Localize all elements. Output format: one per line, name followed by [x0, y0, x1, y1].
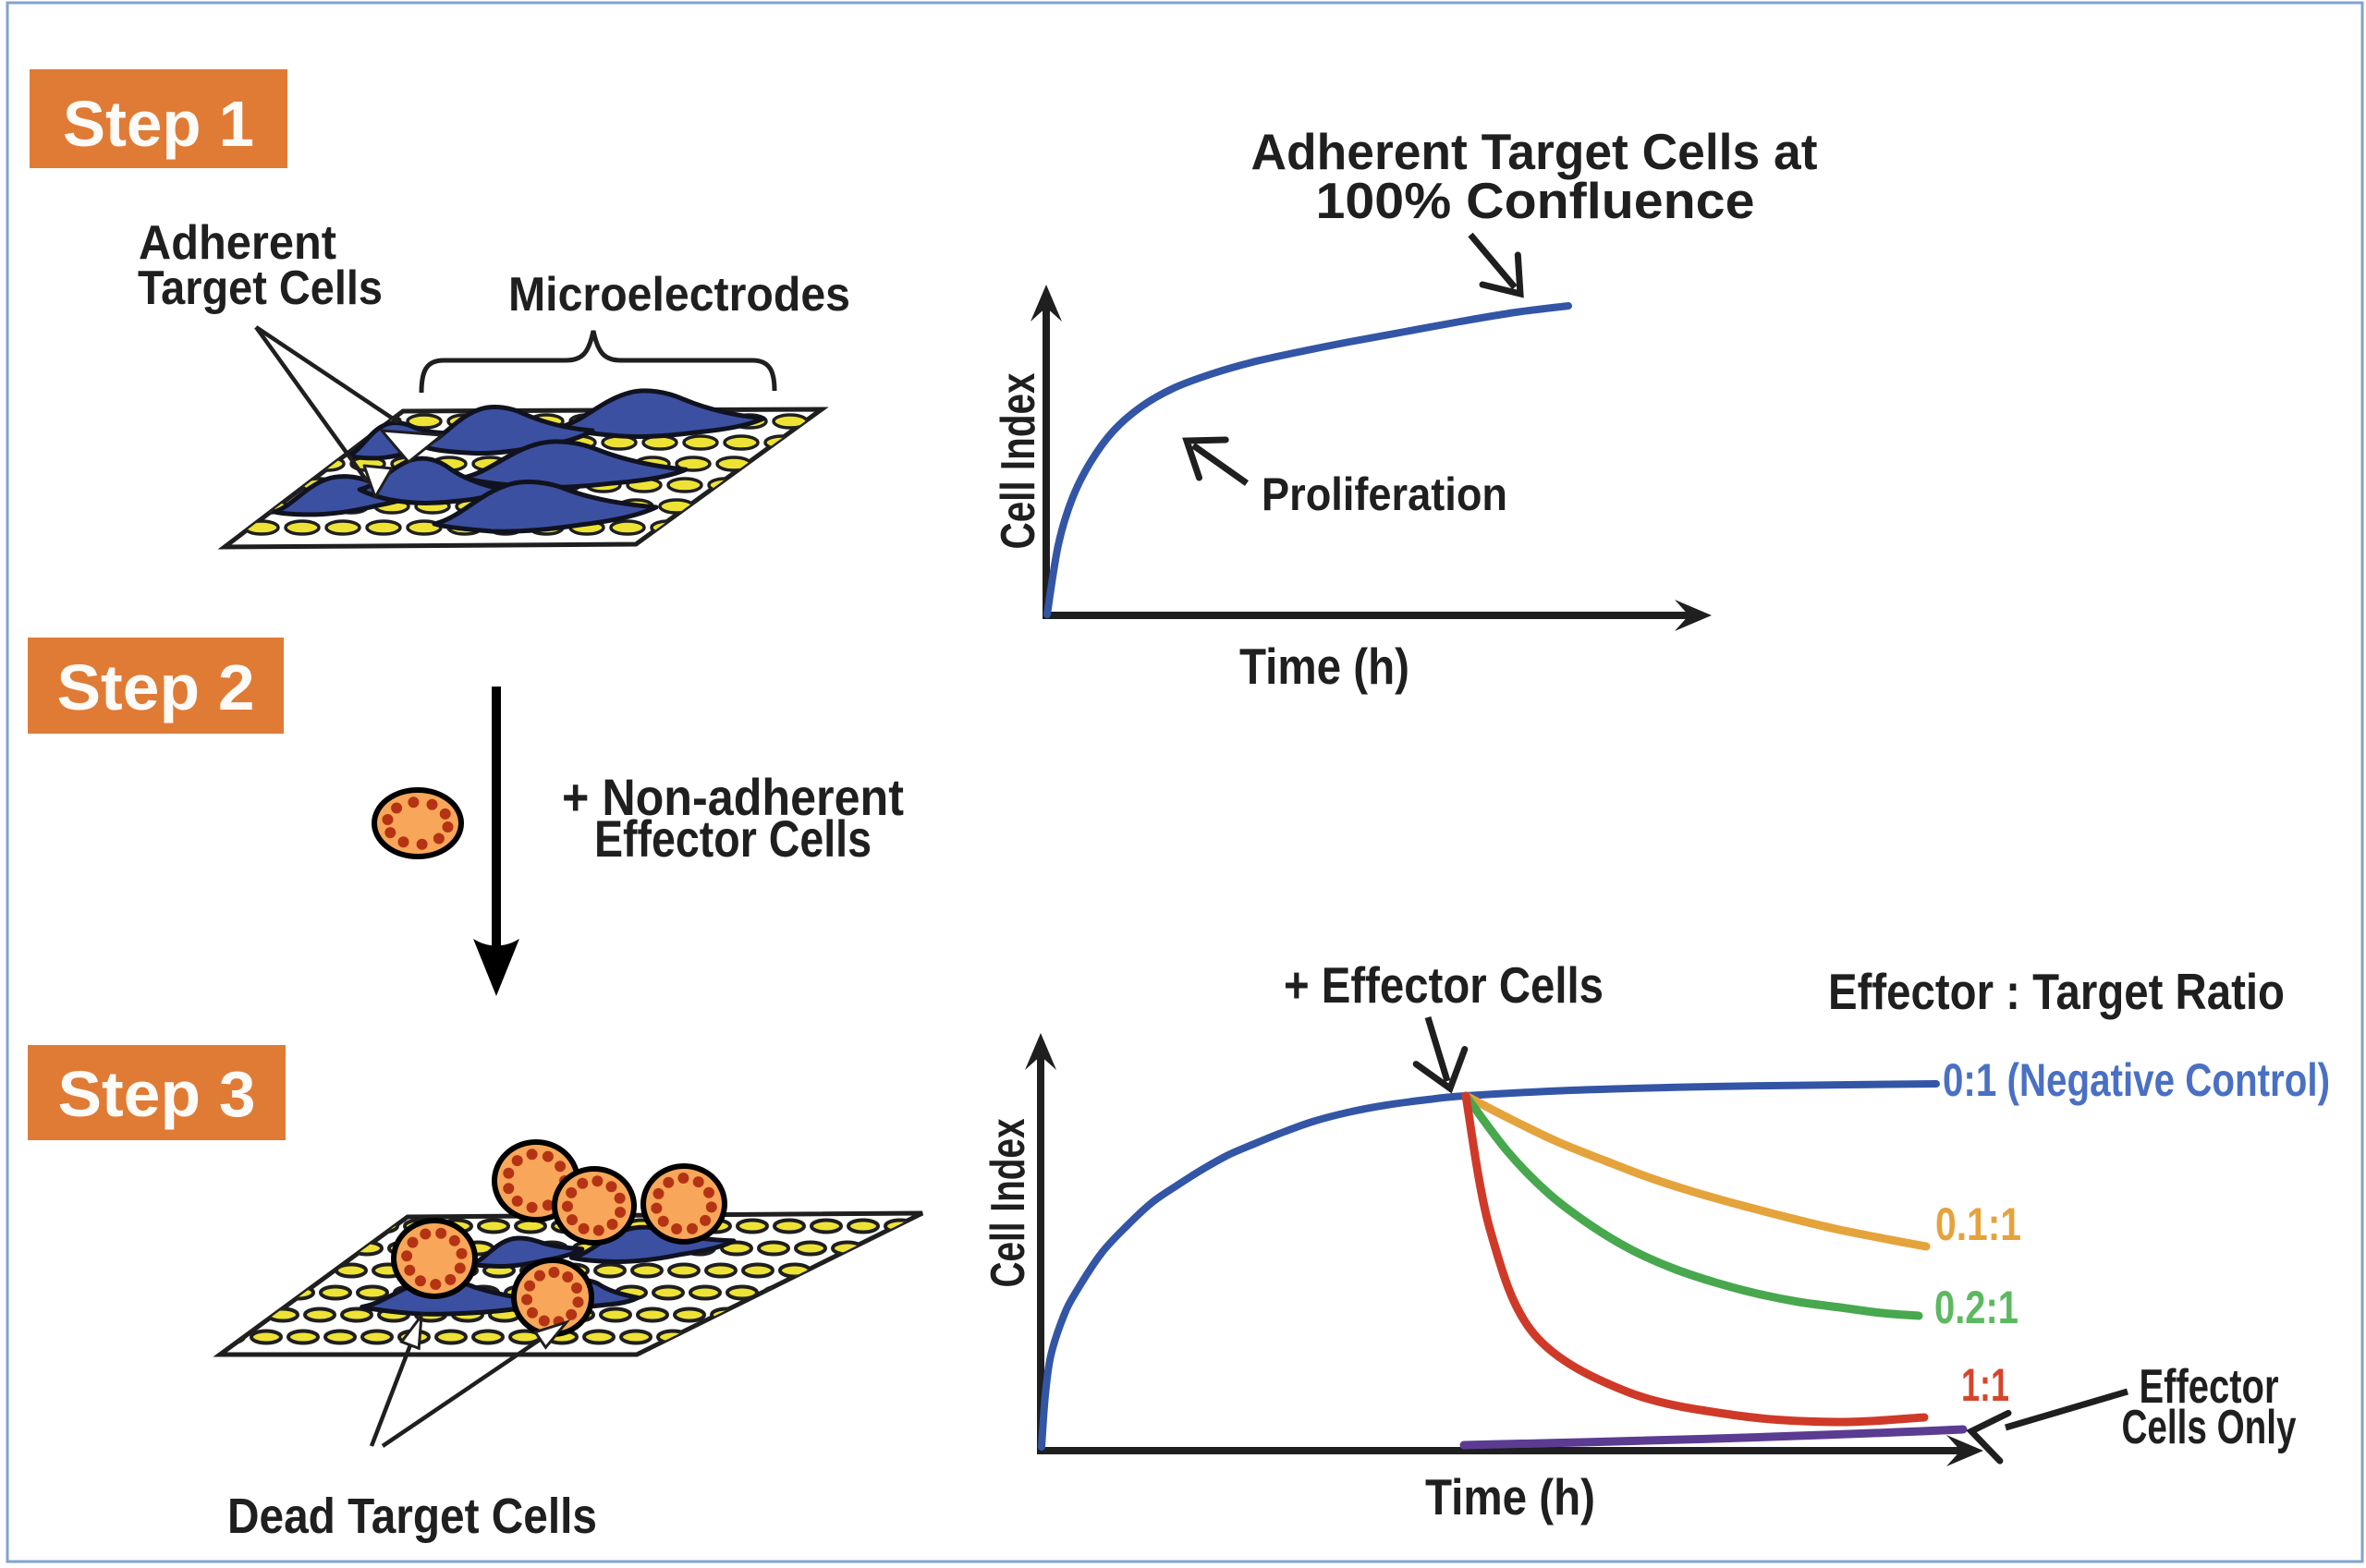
svg-text:Effector: Effector [2140, 1360, 2279, 1414]
svg-text:Step 3: Step 3 [58, 1058, 256, 1130]
svg-text:Cell Index: Cell Index [982, 1118, 1035, 1287]
svg-text:0.2:1: 0.2:1 [1934, 1282, 2018, 1333]
svg-text:Effector : Target Ratio: Effector : Target Ratio [1828, 963, 2285, 1020]
svg-text:+ Effector Cells: + Effector Cells [1284, 956, 1604, 1014]
svg-text:100% Confluence: 100% Confluence [1316, 172, 1755, 229]
svg-text:Cell Index: Cell Index [992, 372, 1045, 549]
svg-text:Proliferation: Proliferation [1262, 468, 1507, 520]
svg-text:Adherent: Adherent [139, 216, 336, 270]
svg-text:0.1:1: 0.1:1 [1935, 1198, 2021, 1250]
svg-text:Microelectrodes: Microelectrodes [508, 268, 850, 322]
svg-text:Step 2: Step 2 [57, 651, 255, 723]
svg-text:+ Non-adherent: + Non-adherent [562, 768, 904, 826]
svg-text:Dead Target Cells: Dead Target Cells [227, 1489, 597, 1544]
svg-text:Adherent Target Cells at: Adherent Target Cells at [1251, 123, 1818, 180]
svg-text:Time (h): Time (h) [1239, 638, 1409, 695]
svg-text:Target Cells: Target Cells [138, 261, 383, 315]
svg-text:0:1 (Negative Control): 0:1 (Negative Control) [1943, 1054, 2330, 1106]
svg-text:Cells Only: Cells Only [2122, 1401, 2297, 1454]
svg-text:Effector Cells: Effector Cells [594, 809, 872, 868]
svg-text:Step 1: Step 1 [63, 88, 254, 160]
svg-text:1:1: 1:1 [1961, 1359, 2009, 1411]
svg-text:Time (h): Time (h) [1425, 1468, 1595, 1525]
